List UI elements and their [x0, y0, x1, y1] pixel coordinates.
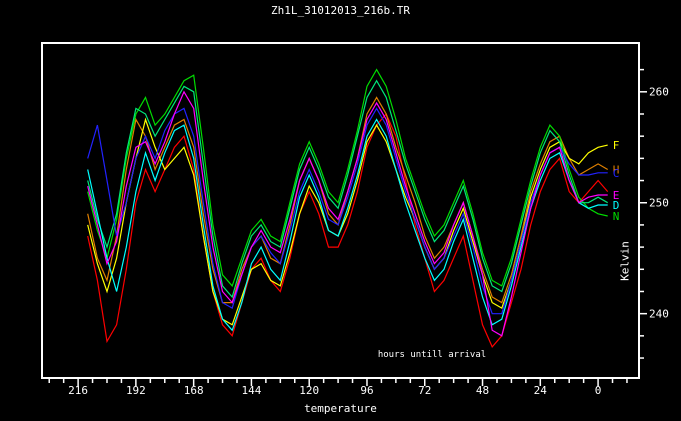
x-tick-label: 168 [183, 384, 204, 397]
y-tick-label: 260 [649, 85, 669, 99]
x-tick-label: 24 [533, 384, 547, 397]
x-tick-label: 96 [360, 384, 374, 397]
series-red-line [87, 112, 609, 349]
x-tick-label: 0 [594, 384, 602, 397]
series-green-end-label: N [613, 210, 620, 223]
chart-title: Zh1L_31012013_216b.TR [270, 4, 411, 17]
series-orange-end-label: H [613, 163, 620, 176]
series-blue-end-label: C [613, 167, 620, 180]
series-spring-green-line [87, 79, 608, 299]
y-axis-title: Kelvin [618, 241, 632, 281]
y-tick-label: 250 [649, 196, 669, 210]
y-tick-label: 240 [649, 307, 669, 321]
x-tick-label: 120 [299, 384, 320, 397]
x-tick-label: 48 [475, 384, 490, 397]
plot-frame [41, 42, 640, 379]
series-cyan-end-label: D [613, 199, 620, 212]
x-tick-label: 144 [241, 384, 262, 397]
series-green-line [87, 68, 608, 288]
series-magenta-line [87, 90, 608, 337]
series-magenta-end-label: E [613, 189, 620, 202]
plot-annotation: hours untill arrival [377, 350, 487, 360]
series-yellow-end-label: F [613, 139, 620, 152]
x-tick-label: 72 [418, 384, 432, 397]
series-cyan-line [87, 118, 608, 332]
x-axis-title: temperature [304, 402, 377, 415]
x-tick-label: 192 [125, 384, 146, 397]
x-tick-label: 216 [68, 384, 89, 397]
